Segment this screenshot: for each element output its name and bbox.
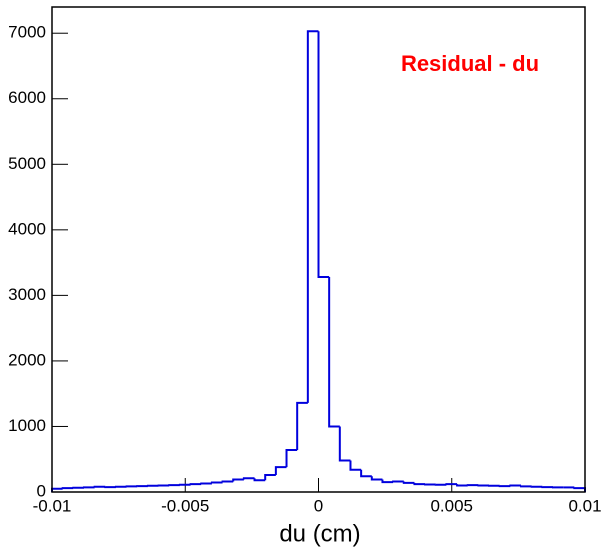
histogram-bin [63, 488, 74, 489]
x-tick-label: 0.005 [430, 496, 473, 515]
histogram-bin [223, 482, 234, 483]
y-tick-label: 2000 [8, 350, 46, 369]
y-tick-label: 4000 [8, 219, 46, 238]
x-tick-label: -0.01 [33, 496, 72, 515]
histogram-bin [521, 485, 532, 486]
y-tick-label: 3000 [8, 285, 46, 304]
x-tick-label: 0 [314, 496, 323, 515]
y-tick-label: 7000 [8, 23, 46, 42]
y-tick-label: 1000 [8, 416, 46, 435]
histogram-bin [510, 485, 521, 486]
histogram-bin [95, 487, 106, 488]
histogram-bin [212, 482, 223, 483]
y-tick-label: 6000 [8, 88, 46, 107]
chart-title: Residual - du [401, 51, 539, 76]
histogram-bin [446, 484, 457, 485]
histogram-bin [201, 483, 212, 484]
y-tick-label: 5000 [8, 154, 46, 173]
histogram-bin [191, 484, 202, 485]
x-tick-label: 0.01 [568, 496, 601, 515]
histogram-bin [393, 482, 404, 483]
x-tick-label: -0.005 [161, 496, 209, 515]
x-axis-label: du (cm) [279, 520, 360, 547]
